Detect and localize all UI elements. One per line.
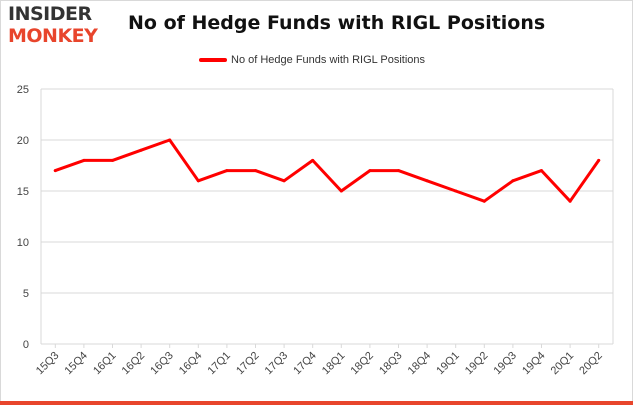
- chart-legend: No of Hedge Funds with RIGL Positions: [199, 54, 425, 66]
- data-point: [540, 169, 543, 173]
- y-tick-label: 25: [17, 84, 29, 96]
- data-point: [254, 169, 257, 173]
- y-tick-label: 10: [17, 237, 29, 249]
- x-tick-label: 19Q3: [491, 350, 519, 378]
- data-point: [225, 169, 229, 173]
- data-point: [482, 199, 486, 203]
- x-tick-label: 18Q4: [406, 350, 434, 378]
- data-point: [597, 158, 601, 162]
- x-tick-label: 16Q4: [177, 350, 205, 378]
- data-point: [139, 148, 143, 152]
- data-point: [53, 169, 57, 173]
- y-tick-label: 15: [17, 186, 29, 198]
- data-point: [82, 158, 86, 162]
- data-point: [282, 179, 286, 183]
- x-tick-label: 17Q3: [263, 350, 291, 378]
- x-tick-label: 17Q2: [234, 350, 262, 378]
- x-tick-label: 15Q4: [62, 350, 90, 378]
- x-tick-label: 19Q2: [463, 350, 491, 378]
- x-tick-label: 16Q3: [148, 350, 176, 378]
- x-tick-label: 18Q2: [348, 350, 376, 378]
- data-point: [397, 169, 400, 173]
- x-tick-label: 16Q2: [120, 350, 148, 378]
- brand-bottom-bar: [0, 401, 633, 405]
- series-line: [53, 138, 601, 203]
- y-tick-label: 0: [23, 339, 29, 351]
- data-point: [196, 179, 200, 183]
- data-point: [511, 179, 515, 183]
- data-point: [568, 199, 572, 203]
- logo-line-1: INSIDER: [8, 3, 92, 25]
- x-tick-label: 15Q3: [34, 350, 62, 378]
- x-tick-label: 17Q1: [205, 350, 233, 378]
- data-point: [339, 189, 343, 193]
- x-tick-label: 19Q1: [434, 350, 462, 378]
- legend-label: No of Hedge Funds with RIGL Positions: [231, 54, 426, 66]
- logo-line-2: MONKEY: [8, 25, 98, 47]
- x-tick-label: 20Q2: [577, 350, 605, 378]
- insider-monkey-logo: INSIDER MONKEY: [8, 5, 118, 46]
- y-tick-label: 5: [23, 288, 29, 300]
- data-point: [111, 158, 114, 162]
- data-point: [168, 138, 172, 142]
- chart-title: No of Hedge Funds with RIGL Positions: [128, 12, 546, 34]
- x-tick-label: 18Q3: [377, 350, 405, 378]
- x-tick-label: 20Q1: [549, 350, 577, 378]
- y-tick-label: 20: [17, 135, 29, 147]
- data-point: [454, 189, 458, 193]
- data-point: [425, 179, 429, 183]
- x-tick-label: 18Q1: [320, 350, 348, 378]
- x-tick-label: 19Q4: [520, 350, 548, 378]
- legend-swatch: [199, 58, 227, 62]
- data-point: [368, 169, 372, 173]
- x-tick-label: 16Q1: [91, 350, 119, 378]
- x-tick-label: 17Q4: [291, 350, 319, 378]
- data-point: [311, 158, 315, 162]
